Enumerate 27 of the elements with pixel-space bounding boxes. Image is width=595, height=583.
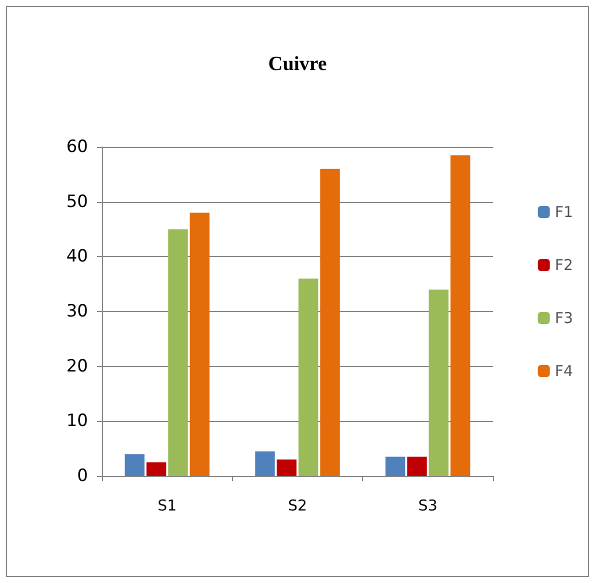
bar	[428, 290, 449, 476]
legend-label: F2	[554, 256, 573, 274]
y-tick-label: 60	[66, 137, 88, 157]
legend-label: F4	[554, 362, 573, 380]
x-tick-label: S1	[158, 496, 177, 514]
bar	[190, 212, 210, 476]
bar	[298, 278, 318, 476]
y-tick-label: 0	[77, 466, 88, 486]
y-tick-label: 30	[66, 302, 88, 322]
bar	[276, 460, 297, 476]
bar	[385, 456, 406, 476]
legend-label: F1	[554, 203, 573, 221]
chart-title: Cuivre	[268, 53, 327, 75]
bar	[320, 168, 340, 476]
bar	[407, 456, 427, 476]
y-tick-label: 10	[66, 411, 88, 432]
bar	[168, 229, 188, 476]
legend-label: F3	[554, 309, 573, 327]
x-tick-label: S3	[418, 496, 438, 514]
bar	[146, 462, 166, 476]
bar	[124, 454, 145, 476]
bar	[255, 451, 275, 476]
y-tick-label: 20	[66, 356, 88, 376]
bar	[450, 155, 470, 476]
y-tick-label: 40	[66, 246, 88, 267]
x-tick-label: S2	[288, 496, 308, 514]
y-tick-label: 50	[66, 192, 88, 212]
